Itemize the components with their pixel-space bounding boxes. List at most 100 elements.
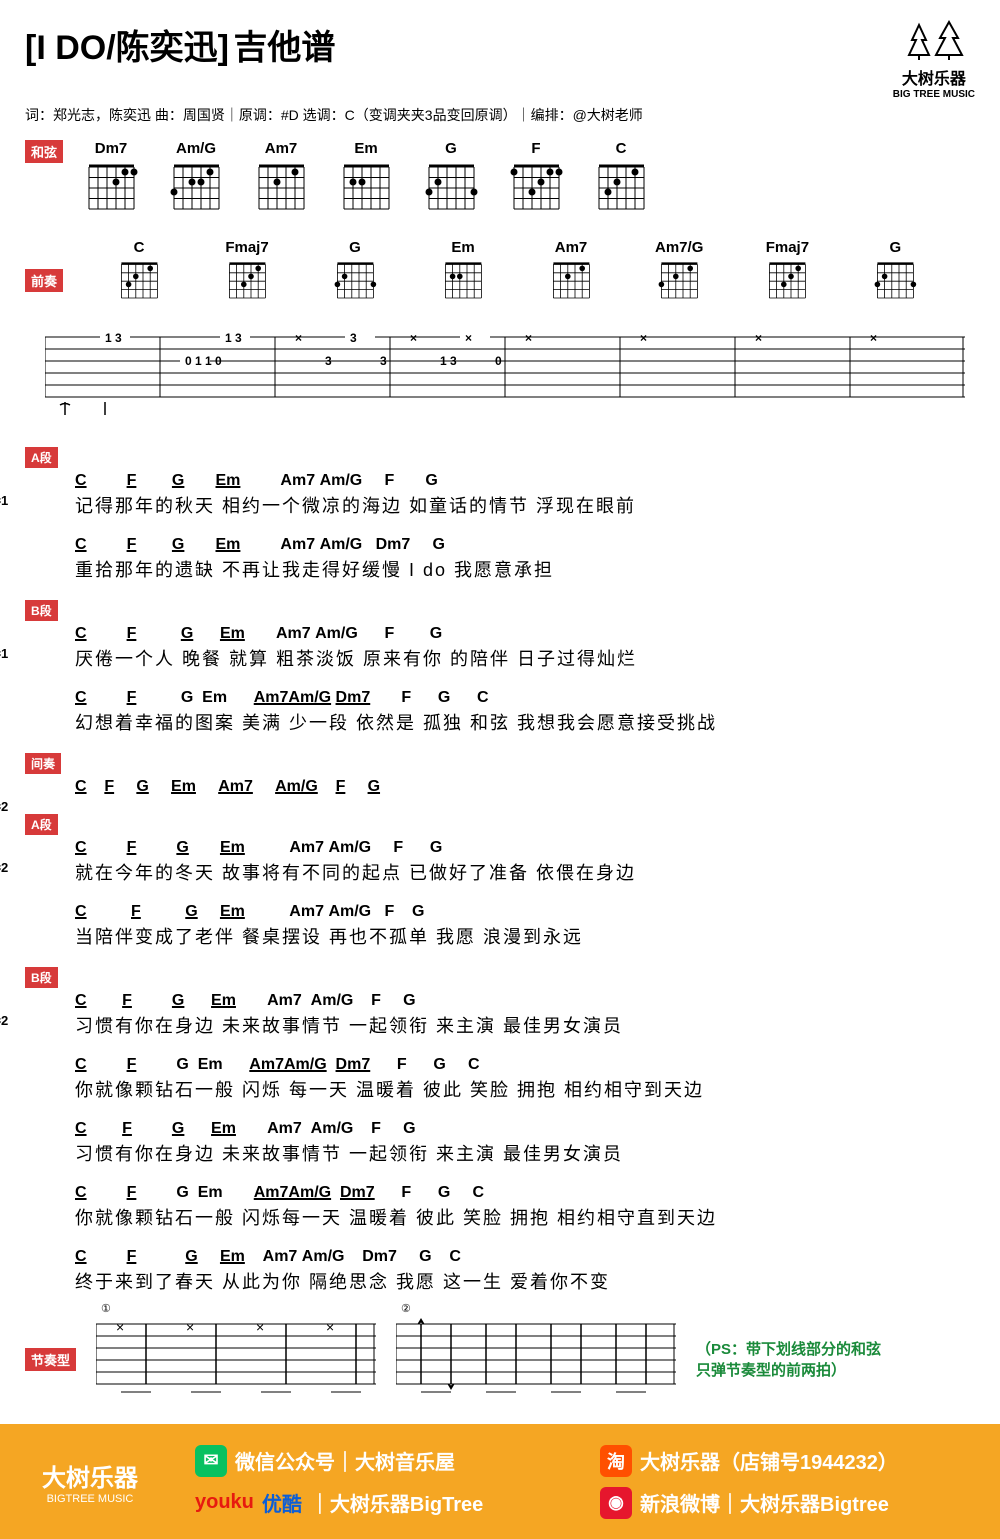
rhythm-note: 节奏2 [0,1010,8,1029]
chord-line: C F G Em Am7Am/G Dm7 F G C [75,1056,975,1074]
title-main: [I DO/陈奕迅] [25,29,229,67]
svg-text:×: × [755,331,762,345]
chord-em: Em [439,239,487,307]
svg-text:0: 0 [495,354,502,368]
chord-line: C F G Em Am7 Am/G Dm7 G [75,536,975,554]
chord-line: C F G Em Am7 Am/G Dm7 G C [75,1248,975,1266]
svg-text:×: × [465,331,472,345]
lyric-line: C F G Em Am7 Am/G F G 当陪伴变成了老伴 餐桌摆设 再也不孤单… [25,903,975,949]
svg-text:1 3: 1 3 [225,331,242,345]
svg-text:3: 3 [380,354,387,368]
chord-line: C F G Em Am7Am/G Dm7 F G C [75,689,975,707]
tree-icon [893,20,975,65]
svg-text:×: × [116,1319,124,1335]
chord-line: C F G Em Am7 Am/G F G [75,1120,975,1138]
rhythm-note: 节奏1 [0,490,8,509]
header: [I DO/陈奕迅] 吉他谱 大树乐器 BIG TREE MUSIC [25,20,975,100]
svg-text:3: 3 [350,331,357,345]
section-label: A段 [25,814,58,835]
chord-name: F [506,140,566,157]
chord-g: G [331,239,379,307]
pattern-2-num: ② [401,1302,411,1315]
svg-text:×: × [525,331,532,345]
chord-f: F [506,140,566,219]
lyrics-text: 当陪伴变成了老伴 餐桌摆设 再也不孤单 我愿 浪漫到永远 [75,923,975,949]
intro-label: 前奏 [25,269,63,292]
chord-name: G [421,140,481,157]
intro-tablature: 1 30 1 1 01 3 ×333 ×1 3×0 ×××× [45,327,965,417]
chord-line: C F G Em Am7 Am/G F G [75,992,975,1010]
chord-g: G [871,239,919,307]
chord-am7-g: Am7/G [655,239,703,307]
logo-en: BIG TREE MUSIC [893,89,975,100]
chord-line: C F G Em Am7 Am/G F G [75,903,975,921]
chord-am7: Am7 [547,239,595,307]
footer-brand-en: BIGTREE MUSIC [20,1493,160,1505]
chord-name: Em [439,239,487,256]
youku-icon: youku [195,1491,254,1514]
chord-c: C [115,239,163,307]
chord-name: Fmaj7 [763,239,811,256]
chord-line: C F G Em Am7 Am/G F G [75,472,975,490]
chord-am-g: Am/G [166,140,226,219]
chord-line: C F G Em Am7 Am/G F G [75,778,975,796]
lyrics-text: 你就像颗钻石一般 闪烁每一天 温暖着 彼此 笑脸 拥抱 相约相守直到天边 [75,1204,975,1230]
title-sub: 吉他谱 [233,29,335,67]
lyrics-text: 你就像颗钻石一般 闪烁 每一天 温暖着 彼此 笑脸 拥抱 相约相守到天边 [75,1076,975,1102]
logo: 大树乐器 BIG TREE MUSIC [893,20,975,100]
section-label: A段 [25,447,58,468]
chord-g: G [421,140,481,219]
svg-text:×: × [410,331,417,345]
lyrics-text: 记得那年的秋天 相约一个微凉的海边 如童话的情节 浮现在眼前 [75,492,975,518]
svg-text:×: × [326,1319,334,1335]
lyrics-text: 厌倦一个人 晚餐 就算 粗茶淡饭 原来有你 的陪伴 日子过得灿烂 [75,645,975,671]
svg-text:3: 3 [325,354,332,368]
lyric-line: 节奏2C F G Em Am7 Am/G F G就在今年的冬天 故事将有不同的起… [25,839,975,885]
chord-name: G [871,239,919,256]
chord-line: C F G Em Am7 Am/G F G [75,625,975,643]
rhythm-note: 节奏2 [0,857,8,876]
chord-em: Em [336,140,396,219]
ps-note: （PS：带下划线部分的和弦 只弹节奏型的前两拍） [696,1338,881,1380]
song-info: 词：郑光志，陈奕迅 曲：周国贤｜原调：#D 选调：C（变调夹夹3品变回原调）｜编… [25,105,975,125]
lyric-line: C F G Em Am7Am/G Dm7 F G C 幻想着幸福的图案 美满 少一… [25,689,975,735]
svg-text:1 3: 1 3 [105,331,122,345]
chord-name: Fmaj7 [223,239,271,256]
lyrics-text: 终于来到了春天 从此为你 隔绝思念 我愿 这一生 爱着你不变 [75,1268,975,1294]
svg-text:×: × [256,1319,264,1335]
rhythm-note: 节奏2 [0,796,8,815]
footer-brand: 大树乐器 BIGTREE MUSIC [0,1438,180,1525]
footer: 大树乐器 BIGTREE MUSIC ✉ 微信公众号｜大树音乐屋 淘 大树乐器（… [0,1424,1000,1539]
rhythm-patterns: 节奏型 ① ×××× ② （PS：带下划线部分的和弦 只弹节奏型的前两拍） [25,1314,975,1404]
footer-brand-cn: 大树乐器 [20,1458,160,1493]
section: B段节奏2C F G Em Am7 Am/G F G习惯有你在身边 未来故事情节… [25,967,975,1294]
chord-fmaj7: Fmaj7 [763,239,811,307]
lyrics-text: 就在今年的冬天 故事将有不同的起点 已做好了准备 依偎在身边 [75,859,975,885]
intro-chord-diagrams: C Fmaj7 G Em Am7 Am7/G Fmaj7 G [75,239,975,307]
lyrics-text: 重拾那年的遗缺 不再让我走得好缓慢 I do 我愿意承担 [75,556,975,582]
chords-section: 和弦 Dm7Am/GAm7EmGFC [25,140,975,219]
lyric-line: C F G Em Am7 Am/G Dm7 G 重拾那年的遗缺 不再让我走得好缓慢… [25,536,975,582]
lyrics-text: 幻想着幸福的图案 美满 少一段 依然是 孤独 和弦 我想我会愿意接受挑战 [75,709,975,735]
section: A段节奏1C F G Em Am7 Am/G F G记得那年的秋天 相约一个微凉… [25,447,975,582]
chord-name: Am7/G [655,239,703,256]
svg-text:×: × [186,1319,194,1335]
section-label: B段 [25,967,58,988]
lyric-line: C F G Em Am7Am/G Dm7 F G C你就像颗钻石一般 闪烁每一天… [25,1184,975,1230]
section-label: 间奏 [25,753,61,774]
chord-name: Em [336,140,396,157]
rhythm-note: 节奏1 [0,643,8,662]
rhythm-label: 节奏型 [25,1348,76,1371]
lyric-line: 节奏2C F G Em Am7 Am/G F G习惯有你在身边 未来故事情节 一… [25,992,975,1038]
chord-diagrams: Dm7 Am/G Am7 Em G F C [81,140,651,219]
chord-am7: Am7 [251,140,311,219]
lyric-line: 节奏1C F G Em Am7 Am/G F G记得那年的秋天 相约一个微凉的海… [25,472,975,518]
section: 间奏节奏2C F G Em Am7 Am/G F G [25,753,975,796]
lyric-line: C F G Em Am7 Am/G Dm7 G C 终于来到了春天 从此为你 隔绝… [25,1248,975,1294]
chord-name: G [331,239,379,256]
lyrics-text: 习惯有你在身边 未来故事情节 一起领衔 来主演 最佳男女演员 [75,1140,975,1166]
chord-dm7: Dm7 [81,140,141,219]
svg-text:×: × [640,331,647,345]
weibo-icon: ◉ [600,1487,632,1519]
chord-name: C [591,140,651,157]
